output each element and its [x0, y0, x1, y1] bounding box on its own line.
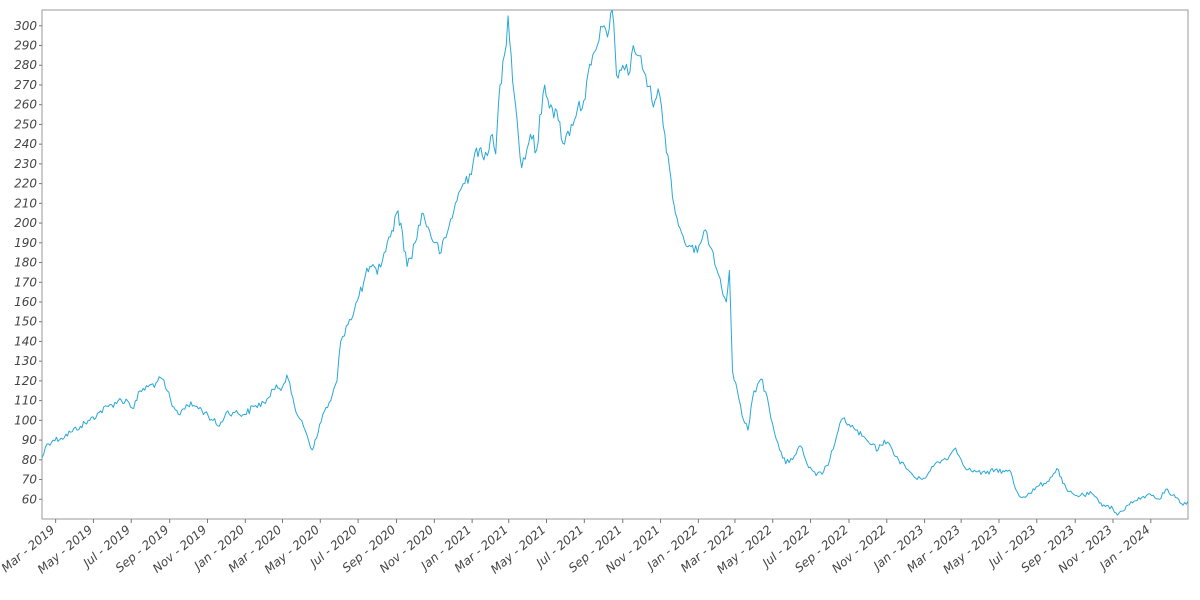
series-layer — [41, 9, 1189, 516]
y-axis: 60 70 80 90 100 110 120 130 140 150 160 170 180 190 20… — [14, 19, 42, 506]
y-tick-label: 60 — [22, 492, 38, 506]
y-tick-label: 80 — [22, 453, 38, 467]
y-tick-label: 160 — [14, 295, 37, 309]
y-tick-label: 100 — [14, 413, 37, 427]
y-tick-label: 220 — [14, 177, 37, 191]
axes — [41, 9, 1189, 520]
plot-frame — [41, 9, 1189, 520]
y-tick-label: 300 — [14, 19, 37, 33]
y-tick-label: 110 — [14, 394, 37, 408]
y-tick-label: 240 — [14, 137, 37, 151]
y-tick-label: 280 — [14, 58, 37, 72]
y-tick-label: 140 — [14, 334, 37, 348]
y-tick-label: 90 — [22, 433, 38, 447]
y-tick-label: 200 — [14, 216, 37, 230]
y-tick-label: 150 — [14, 315, 37, 329]
y-tick-label: 260 — [14, 98, 37, 112]
y-tick-label: 290 — [14, 39, 37, 53]
y-tick-label: 70 — [22, 473, 38, 487]
series-line-0 — [41, 9, 1189, 516]
y-tick-label: 250 — [14, 117, 37, 131]
y-tick-label: 210 — [14, 196, 37, 210]
y-tick-label: 120 — [14, 374, 37, 388]
y-tick-label: 130 — [14, 354, 37, 368]
y-tick-label: 180 — [14, 256, 37, 270]
y-tick-label: 230 — [14, 157, 37, 171]
y-tick-label: 270 — [14, 78, 37, 92]
y-tick-label: 170 — [14, 275, 37, 289]
y-tick-label: 190 — [14, 236, 37, 250]
